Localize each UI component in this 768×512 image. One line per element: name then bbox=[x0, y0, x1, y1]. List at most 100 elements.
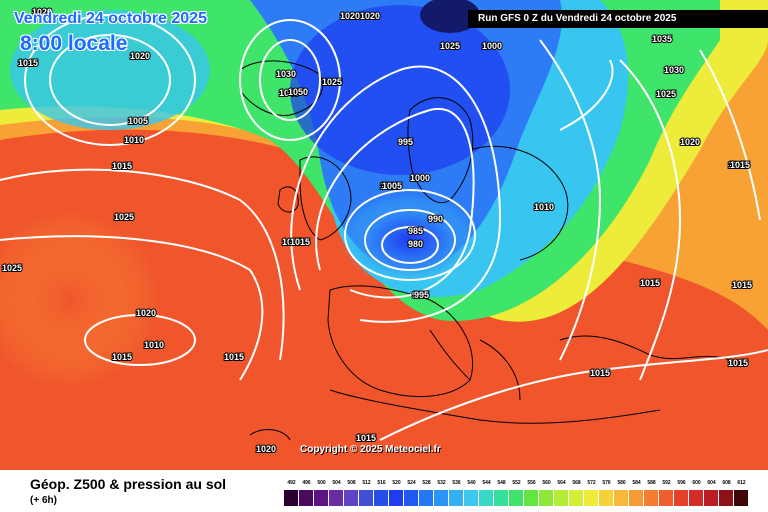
isobar-label: 995 bbox=[412, 290, 427, 300]
legend-swatch bbox=[419, 490, 434, 506]
azores-high bbox=[0, 210, 160, 390]
legend-label: 512 bbox=[362, 480, 371, 486]
color-legend: 492 496 500 504 508 512 516 520 524 528 532 536 540 5… bbox=[284, 480, 753, 510]
forecast-date: Vendredi 24 octobre 2025 bbox=[14, 10, 207, 27]
isobar-label: 1025 bbox=[322, 77, 342, 87]
legend-swatch bbox=[584, 490, 599, 506]
legend-label: 492 bbox=[287, 480, 296, 486]
isobar-label: 1050 bbox=[288, 87, 308, 97]
legend-swatch bbox=[464, 490, 479, 506]
isobar-label: 1015 bbox=[732, 280, 752, 290]
isobar-label: 985 bbox=[408, 226, 423, 236]
isobar-label: 1025 bbox=[440, 41, 460, 51]
legend-label: 500 bbox=[317, 480, 326, 486]
legend-label: 576 bbox=[602, 480, 611, 486]
legend-swatch bbox=[629, 490, 644, 506]
deep-blue-trough bbox=[290, 5, 510, 175]
isobar-label: 1015 bbox=[282, 237, 302, 247]
map-canvas: 1020 102010151030102510201005101010151025… bbox=[0, 0, 768, 470]
legend-label: 564 bbox=[557, 480, 566, 486]
isobar-label: 1025 bbox=[2, 263, 22, 273]
legend-label: 544 bbox=[482, 480, 491, 486]
isobar-label: 995 bbox=[414, 290, 429, 300]
legend-label: 592 bbox=[662, 480, 671, 486]
legend-label: 608 bbox=[722, 480, 731, 486]
legend-swatch bbox=[359, 490, 374, 506]
isobar-label: 1020 bbox=[680, 137, 700, 147]
isobar-label: 1020 bbox=[130, 51, 150, 61]
legend-swatch bbox=[404, 490, 419, 506]
legend-swatch bbox=[719, 490, 734, 506]
isobar-label: 1015 bbox=[112, 161, 132, 171]
legend-swatch bbox=[509, 490, 524, 506]
isobar-label: 1005 bbox=[128, 116, 148, 126]
legend-swatch bbox=[329, 490, 344, 506]
isobar-label: 1020 bbox=[136, 308, 156, 318]
legend-swatch bbox=[494, 490, 509, 506]
isobar-label: 1020 bbox=[340, 11, 360, 21]
legend-swatch bbox=[614, 490, 629, 506]
legend-swatch bbox=[434, 490, 449, 506]
legend-label: 552 bbox=[512, 480, 521, 486]
legend-swatch bbox=[704, 490, 719, 506]
legend-swatch bbox=[299, 490, 314, 506]
legend-label: 588 bbox=[647, 480, 656, 486]
legend-swatch bbox=[284, 490, 299, 506]
legend-swatch bbox=[344, 490, 359, 506]
isobar-label: 1025 bbox=[114, 212, 134, 222]
isobar-label: 1015 bbox=[728, 160, 748, 170]
legend-swatch bbox=[539, 490, 554, 506]
legend-label: 532 bbox=[437, 480, 446, 486]
legend-swatch bbox=[524, 490, 539, 506]
legend-label: 540 bbox=[467, 480, 476, 486]
legend-label: 568 bbox=[572, 480, 581, 486]
isobar-label: 1020 bbox=[256, 444, 276, 454]
legend-label: 528 bbox=[422, 480, 431, 486]
isobar-label: 1015 bbox=[356, 433, 376, 443]
isobar-label: 980 bbox=[408, 239, 423, 249]
legend-label: 572 bbox=[587, 480, 596, 486]
legend-label: 612 bbox=[737, 480, 746, 486]
legend-swatch bbox=[689, 490, 704, 506]
isobar-label: 1000 bbox=[410, 173, 430, 183]
isobars bbox=[0, 14, 768, 441]
low-pressure-core bbox=[340, 195, 480, 285]
legend-swatch bbox=[314, 490, 329, 506]
legend-swatch bbox=[569, 490, 584, 506]
legend-label: 548 bbox=[497, 480, 506, 486]
legend-label: 520 bbox=[392, 480, 401, 486]
isobar-label: 1025 bbox=[322, 77, 342, 87]
isobar-label: 1015 bbox=[640, 278, 660, 288]
legend-label: 596 bbox=[677, 480, 686, 486]
legend-swatch bbox=[374, 490, 389, 506]
legend-label: 504 bbox=[332, 480, 341, 486]
legend-label: 536 bbox=[452, 480, 461, 486]
forecast-local-time: 8:00 locale bbox=[20, 32, 128, 55]
legend-label: 496 bbox=[302, 480, 311, 486]
copyright-notice: Copyright © 2025 Meteociel.fr bbox=[300, 444, 441, 455]
legend-label: 580 bbox=[617, 480, 626, 486]
legend-swatch bbox=[644, 490, 659, 506]
weather-map: 1020 1020 1015 1030 1025 1020 1005 1010 1015 1025… bbox=[0, 0, 768, 470]
isobar-label: 1015 bbox=[112, 352, 132, 362]
northern-vortex bbox=[420, 0, 480, 33]
western-low bbox=[10, 10, 210, 130]
legend-label: 524 bbox=[407, 480, 416, 486]
isobar-label: 1015 bbox=[290, 237, 310, 247]
isobar-label: 1010 bbox=[534, 202, 554, 212]
legend-label: 584 bbox=[632, 480, 641, 486]
product-title: Géop. Z500 & pression au sol bbox=[30, 476, 227, 492]
legend-label: 516 bbox=[377, 480, 386, 486]
isobar-label: 1010 bbox=[124, 135, 144, 145]
forecast-offset: (+ 6h) bbox=[30, 495, 57, 506]
legend-swatch bbox=[599, 490, 614, 506]
legend-swatch bbox=[674, 490, 689, 506]
isobar-label: 1020 bbox=[360, 11, 380, 21]
isobar-label: 1030 bbox=[664, 65, 684, 75]
isobar-label: 1005 bbox=[382, 181, 402, 191]
isobar-label: 1025 bbox=[656, 89, 676, 99]
isobar-label: 1020 bbox=[32, 7, 52, 17]
isobar-labels: 1020 102010151030102510201005101010151025… bbox=[1, 6, 753, 455]
isobar-label: 1015 bbox=[224, 352, 244, 362]
legend-label: 600 bbox=[692, 480, 701, 486]
